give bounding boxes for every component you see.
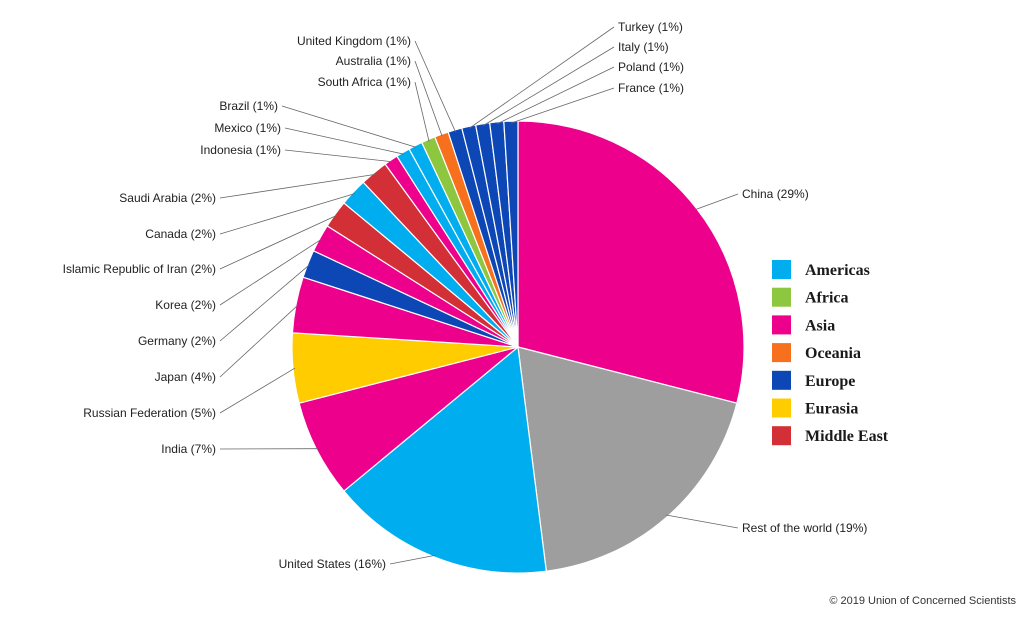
legend-swatch-oceania — [772, 343, 791, 363]
leader-line-indonesia — [284, 149, 393, 163]
slice-label-indonesia: Indonesia (1%) — [200, 143, 281, 157]
leader-line-russian-federation — [219, 367, 296, 414]
slice-label-germany: Germany (2%) — [138, 334, 216, 348]
slice-label-china: China (29%) — [742, 187, 809, 201]
legend-swatch-asia — [772, 315, 791, 335]
legend-label-africa: Africa — [805, 290, 849, 307]
legend-label-europe: Europe — [805, 373, 855, 390]
legend-label-middle-east: Middle East — [805, 428, 889, 445]
slice-label-brazil: Brazil (1%) — [219, 99, 278, 113]
copyright-text: © 2019 Union of Concerned Scientists — [829, 595, 1016, 607]
slice-label-united-states: United States (16%) — [279, 557, 386, 571]
leader-line-china — [694, 193, 739, 211]
slice-label-saudi-arabia: Saudi Arabia (2%) — [119, 191, 216, 205]
leader-line-islamic-republic-of-iran — [219, 214, 337, 270]
legend-swatch-africa — [772, 287, 791, 307]
leader-line-poland — [496, 66, 615, 125]
pie-slice-rest-of-the-world — [517, 346, 738, 572]
slice-label-rest-of-the-world: Rest of the world (19%) — [742, 521, 867, 535]
legend-label-eurasia: Eurasia — [805, 401, 858, 418]
slice-label-turkey: Turkey (1%) — [618, 20, 683, 34]
slice-label-korea: Korea (2%) — [155, 298, 216, 312]
legend-swatch-europe — [772, 370, 791, 390]
slice-label-india: India (7%) — [161, 442, 216, 456]
slice-label-japan: Japan (4%) — [155, 370, 216, 384]
legend-label-asia: Asia — [805, 317, 835, 334]
slice-label-australia: Australia (1%) — [336, 54, 411, 68]
leader-line-united-states — [389, 554, 436, 565]
legend-label-oceania: Oceania — [805, 345, 861, 362]
pie-slice-united-states — [343, 345, 548, 574]
leader-line-italy — [482, 46, 615, 127]
leader-line-australia — [414, 60, 443, 137]
leader-line-rest-of-the-world — [666, 514, 739, 529]
leader-line-france — [510, 87, 615, 124]
leader-line-turkey — [468, 26, 615, 129]
leader-line-brazil — [281, 105, 417, 148]
slice-label-france: France (1%) — [618, 81, 684, 95]
legend-swatch-eurasia — [772, 398, 791, 418]
legend-label-americas: Americas — [805, 262, 870, 279]
leader-lines — [219, 26, 739, 565]
legend-swatch-americas — [772, 260, 791, 279]
leader-line-mexico — [284, 127, 405, 155]
slice-label-south-africa: South Africa (1%) — [318, 75, 411, 89]
slice-label-russian-federation: Russian Federation (5%) — [83, 406, 216, 420]
legend: Americas Africa Asia Oceania Europe Eurasia Mi… — [772, 260, 889, 446]
slice-label-poland: Poland (1%) — [618, 60, 684, 74]
slice-label-mexico: Mexico (1%) — [214, 121, 281, 135]
slice-label-italy: Italy (1%) — [618, 40, 669, 54]
leader-line-korea — [219, 238, 322, 306]
leader-line-canada — [219, 193, 355, 235]
slice-label-canada: Canada (2%) — [145, 227, 216, 241]
leader-line-saudi-arabia — [219, 174, 376, 199]
legend-swatch-middle-east — [772, 426, 791, 446]
pie-slice-china — [517, 120, 745, 404]
slice-label-united-kingdom: United Kingdom (1%) — [297, 34, 411, 48]
leader-line-united-kingdom — [414, 40, 456, 133]
slice-labels: China (29%) Rest of the world (19%) United… — [63, 20, 868, 571]
leader-line-south-africa — [414, 81, 430, 142]
leader-line-germany — [219, 264, 310, 342]
pie-slices — [291, 120, 745, 574]
slice-label-islamic-republic-of-iran: Islamic Republic of Iran (2%) — [63, 262, 216, 276]
leader-line-japan — [219, 304, 299, 378]
